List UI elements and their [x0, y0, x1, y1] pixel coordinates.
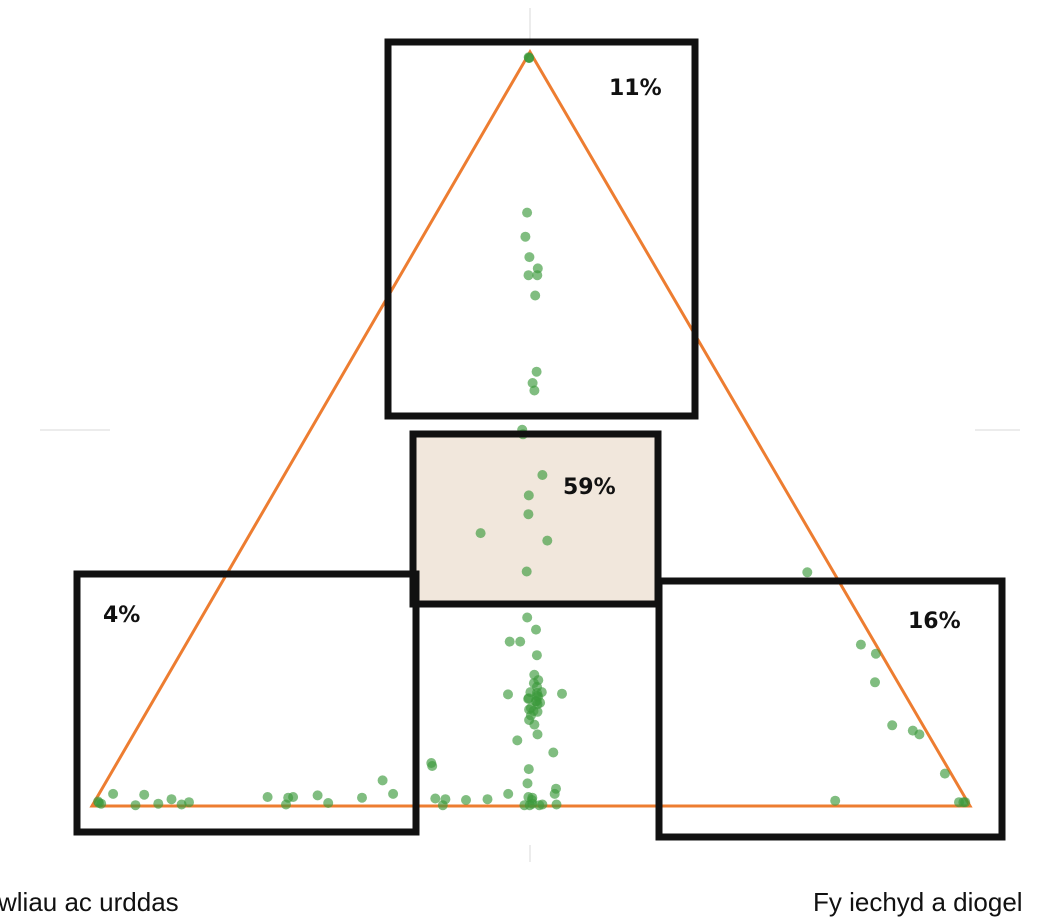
data-point: [153, 798, 164, 809]
data-point: [139, 789, 150, 800]
data-point: [870, 648, 881, 659]
data-point: [96, 798, 107, 809]
data-point: [531, 624, 541, 635]
data-points: [93, 52, 971, 811]
data-point: [176, 799, 187, 810]
data-point: [437, 800, 448, 811]
data-point: [532, 681, 542, 692]
data-point: [960, 797, 971, 808]
data-point: [542, 535, 553, 546]
data-point: [529, 385, 540, 396]
data-point: [504, 636, 515, 647]
data-point: [551, 799, 562, 810]
data-point: [523, 693, 534, 704]
data-point: [802, 567, 813, 578]
data-point: [524, 252, 535, 263]
data-point: [108, 788, 119, 799]
data-point: [262, 792, 273, 802]
data-point: [830, 795, 841, 806]
data-point: [281, 799, 291, 810]
data-point: [870, 677, 880, 688]
data-point: [388, 788, 399, 799]
left-region-box: [73, 570, 420, 836]
data-point: [461, 795, 471, 805]
top-region-box: [384, 38, 699, 420]
data-point: [323, 798, 334, 808]
data-point: [537, 470, 548, 480]
region-label-center: 59%: [563, 475, 616, 500]
data-point: [520, 231, 531, 242]
region-boxes: [73, 38, 1006, 841]
data-point: [166, 794, 177, 805]
data-point: [531, 366, 542, 377]
data-point: [548, 747, 559, 758]
data-point: [430, 793, 441, 804]
data-point: [515, 636, 526, 647]
region-label-top: 11%: [609, 76, 662, 101]
data-point: [907, 725, 918, 736]
data-point: [532, 270, 543, 281]
data-point: [549, 788, 560, 799]
data-point: [482, 794, 493, 805]
data-point: [524, 53, 535, 63]
data-point: [887, 720, 898, 731]
data-point: [523, 490, 534, 501]
data-point: [557, 688, 567, 699]
center-region-fill: [413, 434, 658, 604]
data-point: [503, 689, 513, 700]
faint-gridlines: [40, 8, 1020, 862]
data-point: [522, 612, 533, 623]
data-point: [519, 800, 530, 811]
data-point: [527, 378, 538, 388]
data-point: [939, 768, 950, 779]
data-point: [855, 639, 866, 650]
data-point: [527, 792, 538, 803]
corner-label-left: wliau ac urddas: [0, 887, 179, 917]
data-point: [312, 790, 323, 801]
data-point: [523, 764, 534, 775]
data-point: [503, 788, 514, 799]
data-point: [522, 778, 533, 789]
data-point: [357, 792, 367, 803]
data-point: [130, 800, 141, 811]
region-label-right: 16%: [908, 609, 961, 634]
data-point: [521, 566, 532, 577]
data-point: [377, 775, 388, 786]
data-point: [524, 715, 535, 725]
data-point: [523, 270, 534, 281]
data-point: [535, 697, 546, 708]
right-region-box: [655, 577, 1006, 841]
data-point: [529, 669, 540, 680]
data-point: [531, 650, 542, 661]
data-point: [523, 509, 534, 520]
data-point: [524, 704, 535, 715]
data-point: [530, 290, 541, 301]
data-point: [475, 528, 486, 539]
data-point: [512, 735, 523, 746]
data-point: [532, 729, 543, 740]
corner-label-right: Fy iechyd a diogel: [813, 887, 1023, 917]
data-point: [522, 207, 533, 218]
center-region-box: [409, 430, 662, 608]
data-point: [427, 761, 438, 771]
region-label-left: 4%: [103, 603, 140, 628]
